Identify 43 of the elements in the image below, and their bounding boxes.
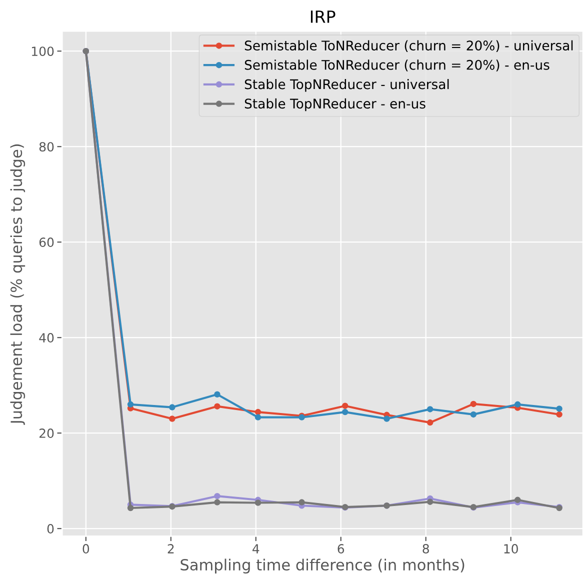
y-tick-label: 40 xyxy=(39,333,54,342)
legend-label: Stable TopNReducer - universal xyxy=(244,79,449,92)
legend-label: Stable TopNReducer - en-us xyxy=(244,98,426,112)
x-tick-label: 2 xyxy=(168,544,174,554)
x-tick-label: 8 xyxy=(422,544,429,554)
point xyxy=(254,414,262,420)
point xyxy=(169,404,176,410)
point xyxy=(514,401,521,408)
point xyxy=(127,401,134,408)
point xyxy=(214,492,220,500)
y-tick-label: 60 xyxy=(39,238,54,248)
y-axis-title: Judgement load (% queries to judge) xyxy=(10,144,26,425)
x-tick-label: 0 xyxy=(82,544,90,554)
point xyxy=(214,499,220,506)
point xyxy=(384,416,390,422)
point xyxy=(298,499,305,506)
chart-title: IRP xyxy=(310,10,336,23)
point xyxy=(254,408,262,416)
point xyxy=(214,403,220,410)
point xyxy=(556,411,562,418)
point xyxy=(342,402,348,409)
point xyxy=(470,411,477,418)
point xyxy=(169,416,176,422)
point xyxy=(514,496,521,504)
x-tick-label: 10 xyxy=(504,544,518,554)
x-tick-label: 4 xyxy=(252,544,260,554)
point xyxy=(426,498,434,505)
y-tick-label: 0 xyxy=(47,524,54,534)
point xyxy=(214,391,220,398)
point xyxy=(127,504,134,512)
point xyxy=(342,408,348,416)
legend-label: Semistable ToNReducer (churn = 20%) - en-us xyxy=(244,60,550,72)
point xyxy=(254,500,262,506)
point xyxy=(556,406,562,412)
x-tick-label: 6 xyxy=(338,544,344,554)
y-tick-label: 80 xyxy=(39,142,54,152)
point xyxy=(470,400,477,408)
point xyxy=(426,419,434,426)
legend-label: Semistable ToNReducer (churn = 20%) - universal xyxy=(244,40,573,52)
x-axis-title: Sampling time difference (in months) xyxy=(180,558,464,574)
point xyxy=(426,406,434,412)
y-tick-label: 20 xyxy=(39,428,54,438)
y-tick-label: 100 xyxy=(32,46,54,56)
